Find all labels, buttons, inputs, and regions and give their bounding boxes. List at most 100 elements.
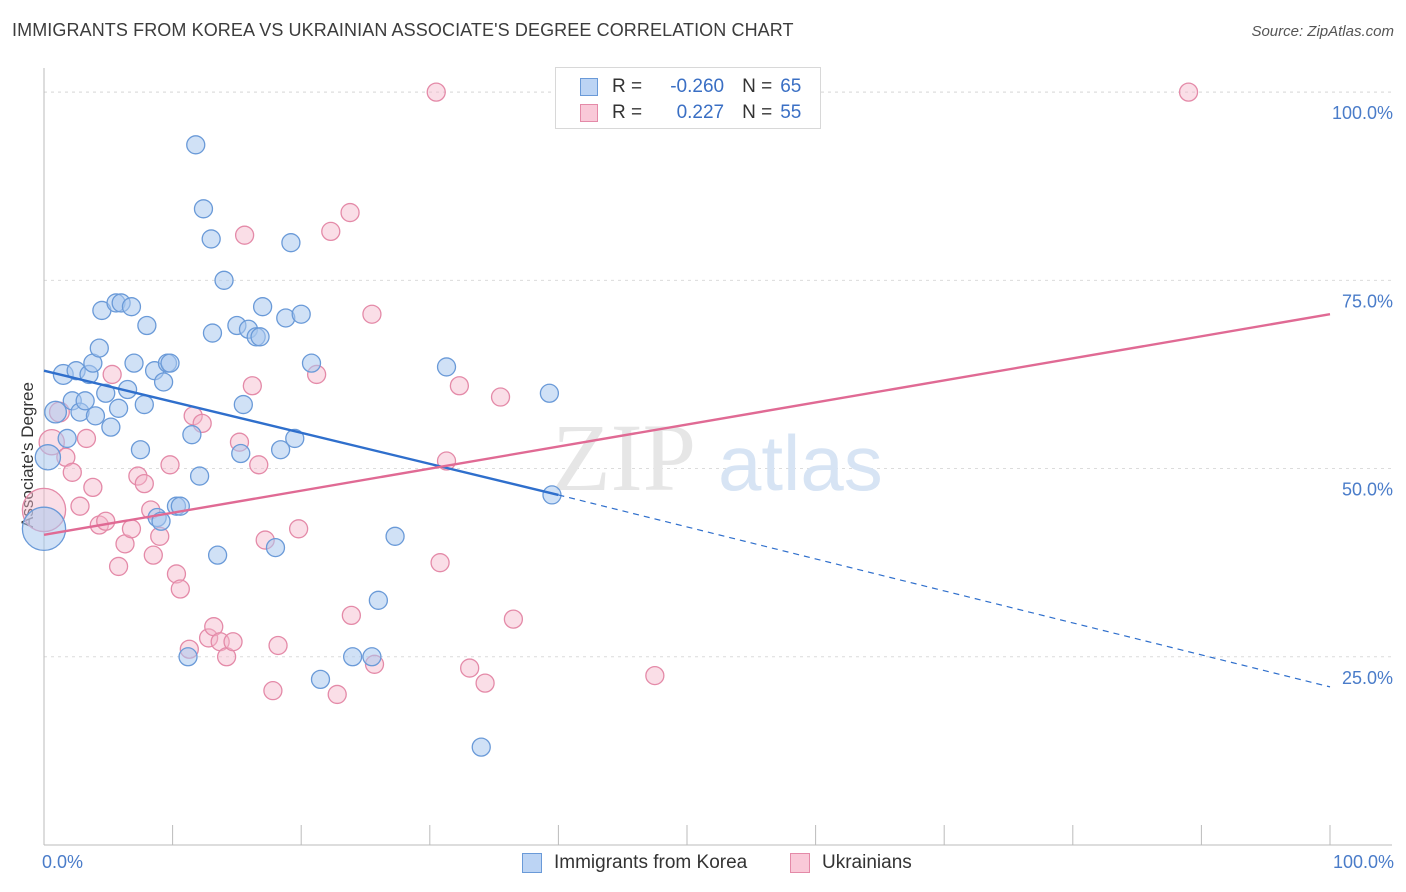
grid-lines [44, 91, 1392, 658]
point-ukrainians [166, 564, 187, 584]
point-ukrainians [134, 473, 154, 494]
point-korea [189, 466, 210, 486]
point-korea [101, 417, 121, 437]
bottom-legend-label-korea: Immigrants from Korea [554, 852, 748, 873]
point-korea [265, 537, 286, 558]
point-ukrainians [102, 364, 122, 385]
legend-n-value-korea: 65 [780, 76, 802, 97]
point-ukrainians [288, 519, 309, 539]
point-ukrainians [263, 681, 283, 701]
point-korea [89, 338, 109, 358]
point-ukrainians [83, 477, 103, 498]
point-korea [233, 394, 253, 415]
point-ukrainians [340, 202, 360, 223]
point-ukrainians [223, 632, 243, 652]
point-ukrainians [198, 628, 219, 648]
point-korea [207, 545, 228, 565]
legend-r-value-ukrainians: 0.227 [676, 102, 725, 123]
point-ukrainians [1178, 82, 1199, 102]
point-korea [250, 327, 270, 347]
point-korea [281, 233, 301, 253]
point-ukrainians [96, 511, 116, 531]
point-korea [186, 135, 206, 155]
point-ukrainians [321, 221, 341, 242]
point-korea [124, 353, 144, 373]
legend: R = -0.260 N = 65 R = 0.227 N = 55 [555, 67, 821, 129]
point-korea [134, 394, 154, 415]
bottom-legend-label-ukrainians: Ukrainians [822, 852, 912, 873]
point-korea [160, 353, 180, 373]
bottom-legend-swatch-ukrainians [790, 853, 810, 873]
point-korea [310, 669, 331, 690]
point-korea [21, 506, 67, 552]
point-korea [301, 353, 322, 373]
point-korea [75, 391, 95, 411]
point-korea [182, 425, 202, 445]
point-ukrainians [490, 387, 511, 407]
bottom-legend: Immigrants from Korea Ukrainians [0, 852, 1406, 876]
point-korea [214, 270, 234, 290]
point-ukrainians [503, 609, 524, 629]
legend-swatch-ukrainians [580, 104, 598, 122]
point-korea [436, 357, 457, 377]
point-ukrainians [268, 635, 288, 656]
point-korea [153, 372, 174, 392]
bottom-legend-korea: Immigrants from Korea [522, 852, 747, 874]
watermark: ZIP atlas [552, 404, 883, 511]
chart-title: IMMIGRANTS FROM KOREA VS UKRAINIAN ASSOC… [12, 20, 794, 40]
point-korea [201, 229, 221, 249]
point-ukrainians [70, 496, 90, 516]
point-korea [542, 485, 562, 505]
y-tick-labels: 25.0% 50.0% 75.0% 100.0% [1332, 103, 1393, 688]
point-ukrainians [249, 455, 269, 475]
point-ukrainians [76, 428, 97, 449]
point-ukrainians [234, 225, 255, 245]
point-ukrainians [143, 545, 163, 565]
watermark-zip: ZIP [552, 404, 696, 511]
point-korea [252, 297, 273, 317]
watermark-atlas: atlas [718, 419, 883, 507]
trend-line-korea-extrapolated [558, 494, 1331, 688]
legend-row-korea: R = -0.260 N = 65 [580, 74, 801, 100]
point-korea [362, 647, 382, 667]
chart-source: Source: ZipAtlas.com [1251, 23, 1394, 40]
point-ukrainians [170, 579, 190, 599]
point-korea [471, 737, 491, 757]
point-korea [385, 526, 405, 546]
point-ukrainians [121, 519, 142, 539]
point-ukrainians [645, 665, 665, 686]
point-korea [291, 304, 311, 324]
y-tick-label: 50.0% [1342, 480, 1393, 500]
y-tick-label: 25.0% [1342, 668, 1393, 688]
point-korea [57, 428, 77, 449]
point-korea [137, 315, 157, 336]
point-ukrainians [62, 462, 82, 482]
point-korea [96, 383, 116, 403]
legend-n-label: N = [742, 76, 773, 97]
point-korea [202, 323, 223, 343]
point-ukrainians [430, 553, 450, 573]
point-korea [285, 428, 305, 449]
point-korea [231, 443, 251, 464]
x-tick-label-max: 100.0% [1332, 852, 1394, 872]
point-korea [270, 440, 291, 460]
x-tick-label-min: 0.0% [42, 852, 84, 872]
point-ukrainians [362, 304, 382, 324]
point-korea [151, 511, 171, 531]
series-korea-points [21, 135, 562, 757]
legend-r-label: R = [612, 102, 643, 123]
legend-r-label: R = [612, 76, 643, 97]
point-korea [108, 398, 129, 418]
legend-row-ukrainians: R = 0.227 N = 55 [580, 100, 801, 126]
point-ukrainians [327, 684, 347, 705]
point-korea [342, 647, 363, 667]
point-ukrainians [460, 658, 480, 678]
point-ukrainians [108, 556, 129, 577]
point-ukrainians [449, 376, 470, 396]
y-tick-label: 75.0% [1342, 291, 1393, 311]
legend-swatch-korea [580, 78, 598, 96]
point-ukrainians [341, 605, 362, 626]
series-ukrainians-points [21, 82, 1199, 705]
point-korea [85, 406, 106, 426]
